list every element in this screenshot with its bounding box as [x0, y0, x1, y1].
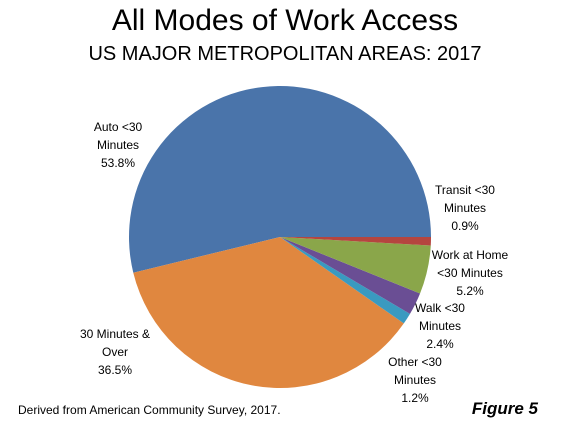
- pie-slice: [280, 237, 421, 314]
- chart-title: All Modes of Work Access: [111, 4, 459, 37]
- source-note: Derived from American Community Survey, …: [18, 403, 281, 417]
- value-label: 53.8%: [100, 156, 136, 170]
- value-label: 5.2%: [456, 284, 484, 298]
- category-label: Transit <30 Minutes: [435, 183, 495, 215]
- pie-slice: [280, 237, 410, 324]
- pie-slice: [280, 237, 431, 294]
- slice-label: Work at Home <30 Minutes 5.2%: [420, 246, 520, 300]
- category-label: Auto <30 Minutes: [93, 120, 143, 152]
- category-label: 30 Minutes & Over: [79, 327, 151, 359]
- chart-subtitle: US MAJOR METROPOLITAN AREAS: 2017: [88, 43, 482, 65]
- figure-label: Figure 5: [471, 399, 538, 418]
- pie-slice: [128, 85, 431, 273]
- slice-label: Auto <30 Minutes 53.8%: [78, 118, 158, 172]
- category-label: Other <30 Minutes: [388, 355, 442, 387]
- pie-slice: [133, 237, 404, 389]
- category-label: Work at Home <30 Minutes: [431, 248, 509, 280]
- slice-label: Other <30 Minutes 1.2%: [372, 353, 458, 407]
- slice-label: Walk <30 Minutes 2.4%: [410, 299, 470, 353]
- value-label: 0.9%: [451, 219, 479, 233]
- slice-label: 30 Minutes & Over 36.5%: [70, 325, 160, 379]
- value-label: 2.4%: [426, 337, 454, 351]
- pie-slice: [280, 237, 431, 246]
- slice-label: Transit <30 Minutes 0.9%: [425, 181, 505, 235]
- value-label: 36.5%: [97, 363, 133, 377]
- category-label: Walk <30 Minutes: [415, 301, 465, 333]
- value-label: 1.2%: [401, 391, 429, 405]
